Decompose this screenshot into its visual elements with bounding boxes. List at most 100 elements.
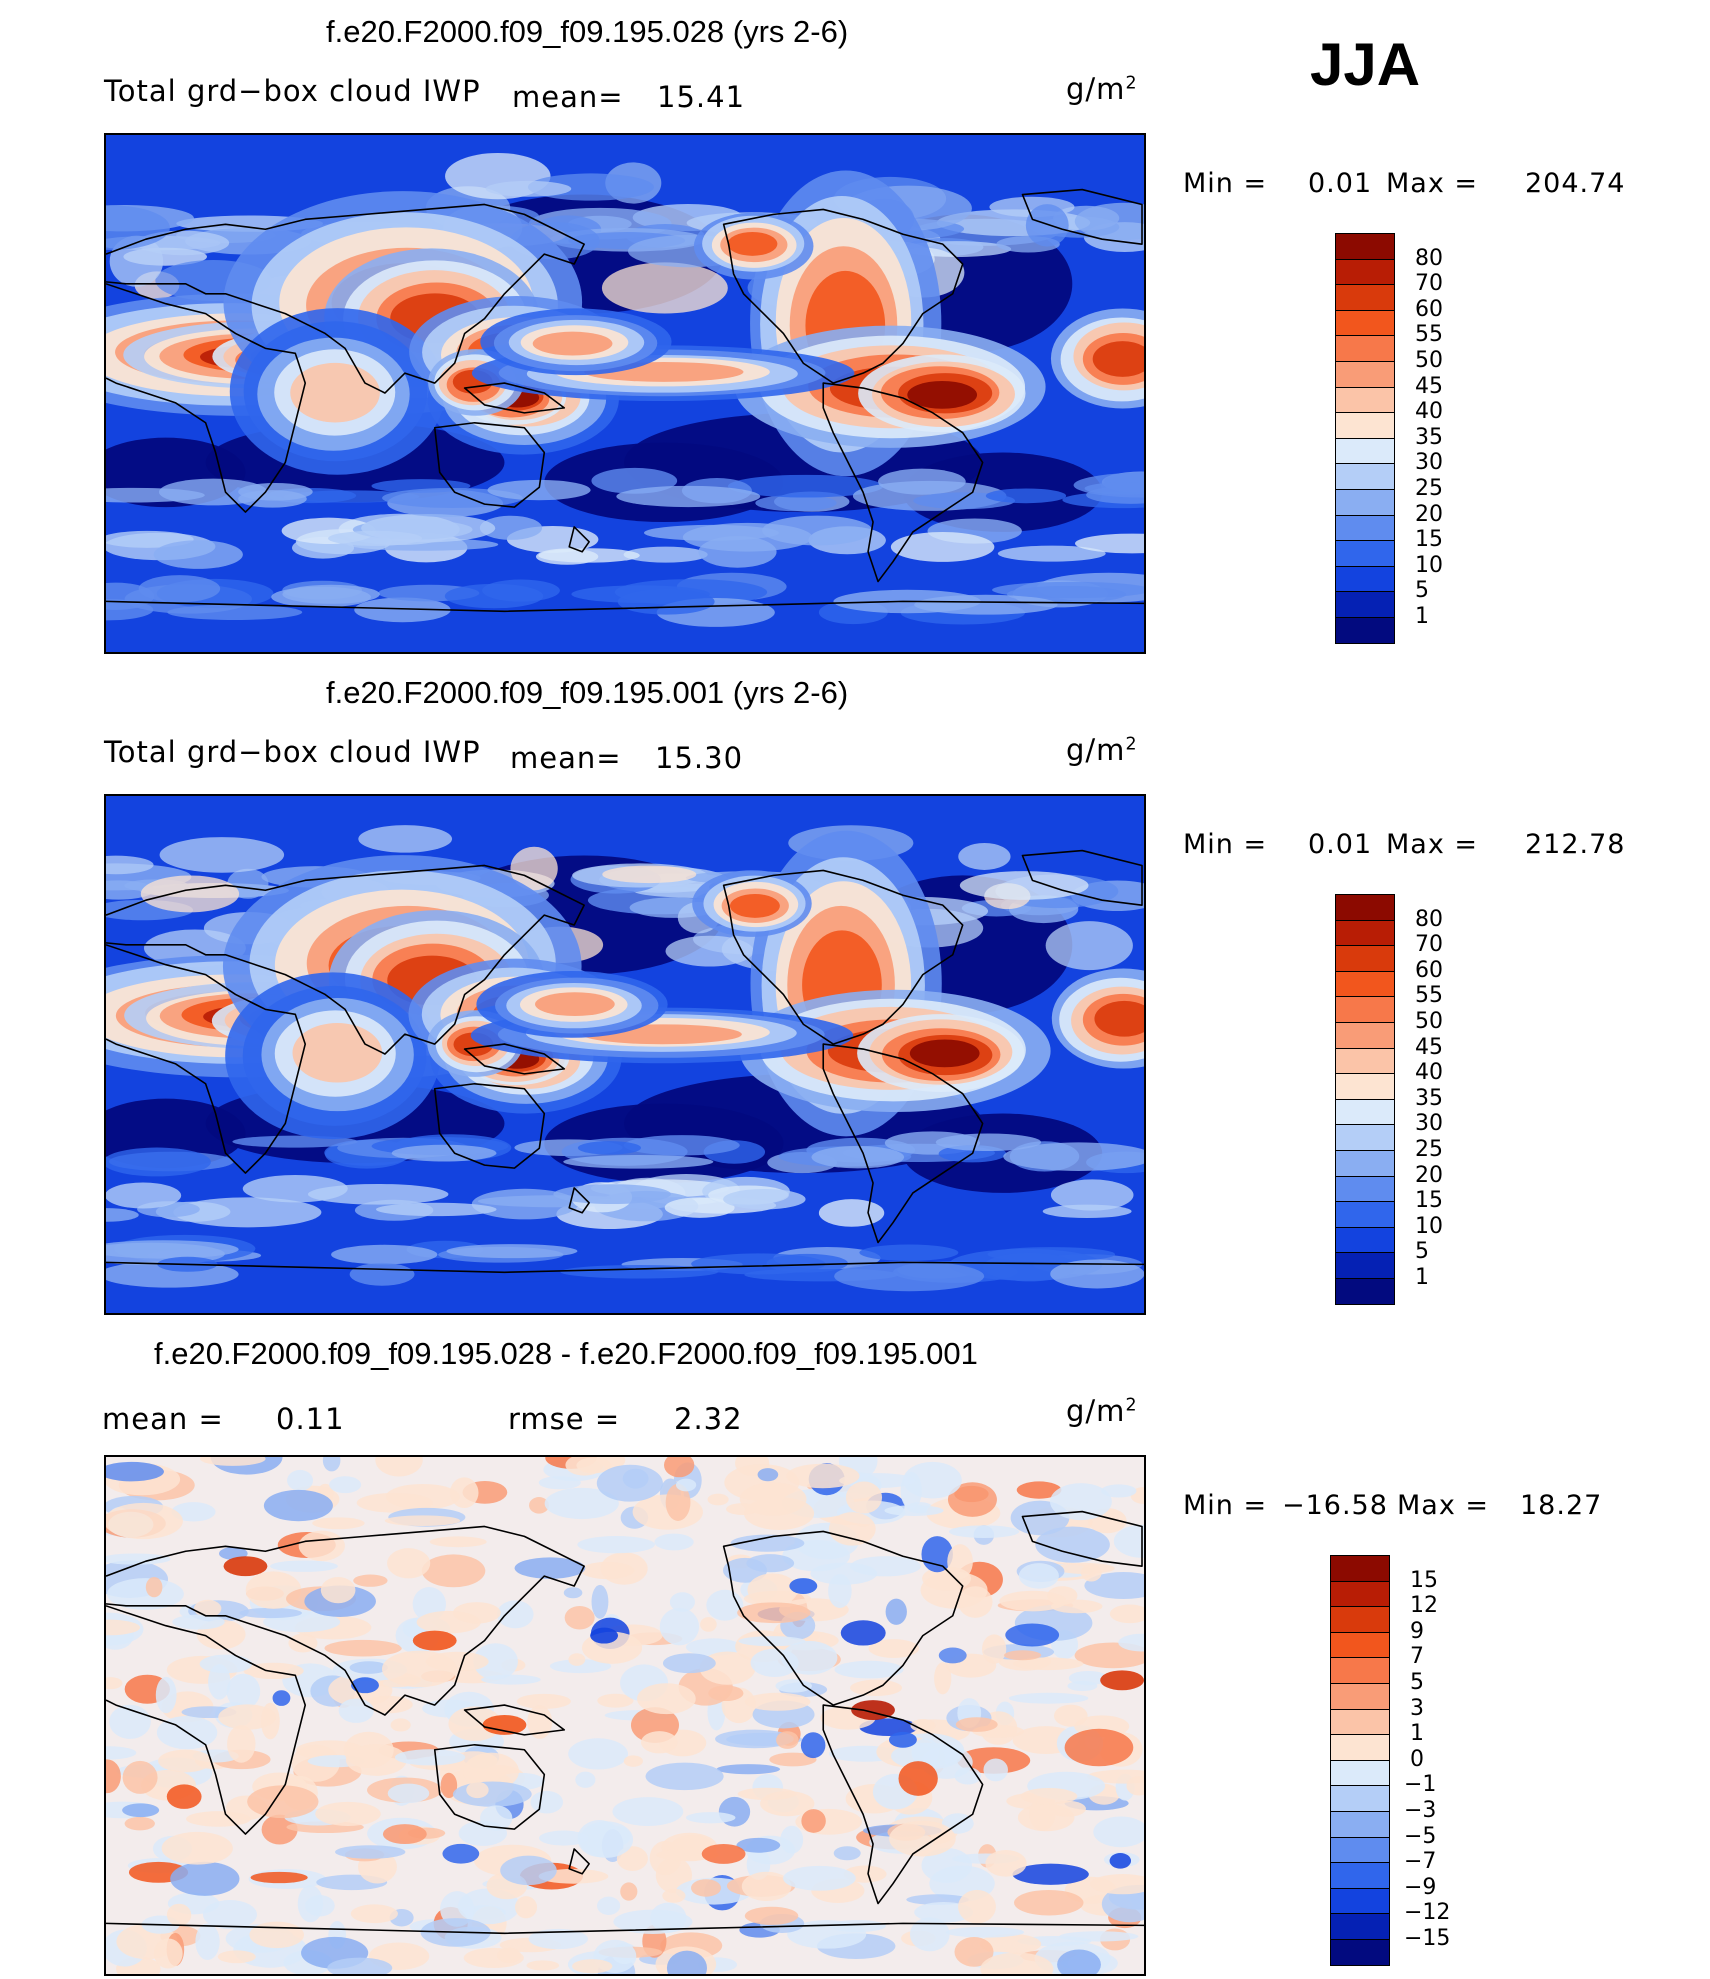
field-region [496,1600,534,1629]
field-region [935,1133,1042,1152]
variable-label: Total grd−box cloud IWP [104,735,481,769]
field-region [535,992,615,1017]
coastline [106,1922,1144,1935]
field-region [106,1208,139,1222]
min-label: Min = [1183,1490,1268,1521]
coastline [568,526,590,553]
colorbar-swatch [1335,565,1395,593]
field-region [1074,202,1144,241]
colorbar-swatch [1335,1047,1395,1075]
field-region [623,1755,643,1767]
field-region [199,1654,253,1674]
field-region [1013,1657,1084,1671]
field-region [106,1182,182,1209]
field-region [463,1752,519,1791]
field-region [1118,1633,1144,1652]
mean-value: 15.41 [657,80,746,114]
field-region [914,594,1058,615]
mean-label: mean= [510,741,622,775]
field-region [349,1661,388,1674]
field-region [440,1891,475,1927]
field-region [390,1718,411,1732]
colorbar-swatch [1335,335,1395,362]
colorbar-swatch [1335,996,1395,1023]
coastline [106,944,307,1174]
field-region [579,1821,634,1858]
field-region [516,1693,571,1709]
field-region [1059,1931,1139,1942]
field-region [992,581,1144,599]
field-region [575,1771,596,1788]
colorbar-tick-label: 7 [1410,1644,1424,1670]
mean-value: 15.30 [655,741,744,775]
colorbar: 80 70 60 55 50 45 40 35 30 25 20 15 10 5 1 [1335,233,1535,647]
field-region [1020,1788,1078,1805]
field-region [167,604,303,620]
field-region [787,1920,867,1949]
coastline [1021,849,1143,906]
field-region [666,1950,708,1974]
colorbar-tick-label: 20 [1415,501,1443,527]
field-region [172,1614,225,1630]
colorbar-swatch [1335,970,1395,998]
field-region [1003,1142,1144,1171]
field-region [391,1144,497,1162]
field-region [1035,1526,1110,1563]
colorbar-swatch [1335,233,1395,260]
field-region [1048,1800,1086,1817]
field-region [949,1525,1020,1539]
colorbar-tick-label: 45 [1415,373,1443,399]
field-region [515,1896,538,1919]
field-region [664,1457,695,1478]
field-region [840,1620,886,1646]
field-region [947,1544,973,1580]
coastline [433,1082,546,1169]
coastline [106,1605,307,1835]
field-region [353,1574,388,1587]
field-region [1084,482,1144,495]
field-region [327,1957,393,1974]
field-region [776,1731,799,1749]
field-region [412,1630,457,1651]
field-region [1101,1885,1144,1923]
colorbar-swatch [1330,1862,1390,1889]
field-region [331,1244,438,1265]
panel-title: f.e20.F2000.f09_f09.195.001 (yrs 2-6) [326,675,849,710]
field-region [563,1154,714,1169]
field-region [907,380,978,409]
field-region [818,1199,885,1227]
contour-map [106,135,1144,652]
contour-map [106,1457,1144,1974]
field-region [783,1865,856,1891]
field-region [1092,341,1144,377]
colorbar-tick-label: 70 [1415,271,1443,297]
coastline [463,382,566,414]
colorbar-tick-label: 40 [1415,1060,1443,1086]
field-region [312,1517,365,1530]
colorbar-tick-label: −5 [1404,1823,1437,1849]
field-region [750,1648,799,1678]
field-region [350,1904,398,1924]
field-region [106,1553,171,1565]
field-region [789,1578,818,1594]
field-region [890,531,995,562]
field-region [746,1554,795,1573]
colorbar-swatch [1335,1252,1395,1279]
field-region [691,1253,826,1275]
field-region [957,1586,993,1618]
field-region [571,1959,613,1974]
coastline [1021,1510,1143,1567]
field-region [387,1783,430,1804]
field-region [708,1685,744,1702]
coastline [722,869,964,1045]
colorbar-swatch [1330,1555,1390,1582]
field-region [909,1917,950,1952]
field-region [159,837,285,873]
colorbar-swatch [1335,894,1395,921]
colorbar-swatch [1335,919,1395,947]
mean-value: 0.11 [276,1402,345,1436]
field-region [315,1801,381,1826]
field-region [287,1469,314,1492]
field-region [1100,1670,1144,1691]
colorbar-tick-label: 1 [1415,1265,1429,1290]
